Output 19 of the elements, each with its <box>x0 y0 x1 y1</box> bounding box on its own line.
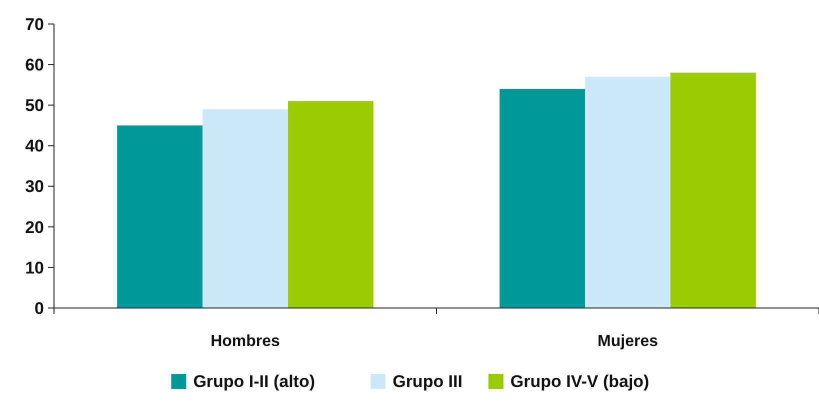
bar <box>202 109 288 308</box>
y-tick-label: 70 <box>25 14 44 34</box>
legend-label: Grupo III <box>392 372 462 391</box>
y-tick-label: 20 <box>25 218 44 237</box>
bar <box>670 72 756 308</box>
bar <box>288 101 374 308</box>
y-tick-label: 40 <box>25 136 44 156</box>
bar <box>117 125 203 308</box>
y-tick-label: 50 <box>25 96 44 116</box>
y-tick-label: 30 <box>25 177 44 196</box>
legend-label: Grupo I-II (alto) <box>193 372 316 391</box>
y-tick-label: 10 <box>25 258 44 278</box>
y-tick-label: 0 <box>34 298 44 318</box>
bar <box>585 76 670 308</box>
y-tick-label: 60 <box>25 56 44 75</box>
x-tick-label: Mujeres <box>598 333 658 350</box>
legend-label: Grupo IV-V (bajo) <box>510 372 650 391</box>
bar <box>500 88 586 308</box>
x-tick-label: Hombres <box>210 333 280 350</box>
